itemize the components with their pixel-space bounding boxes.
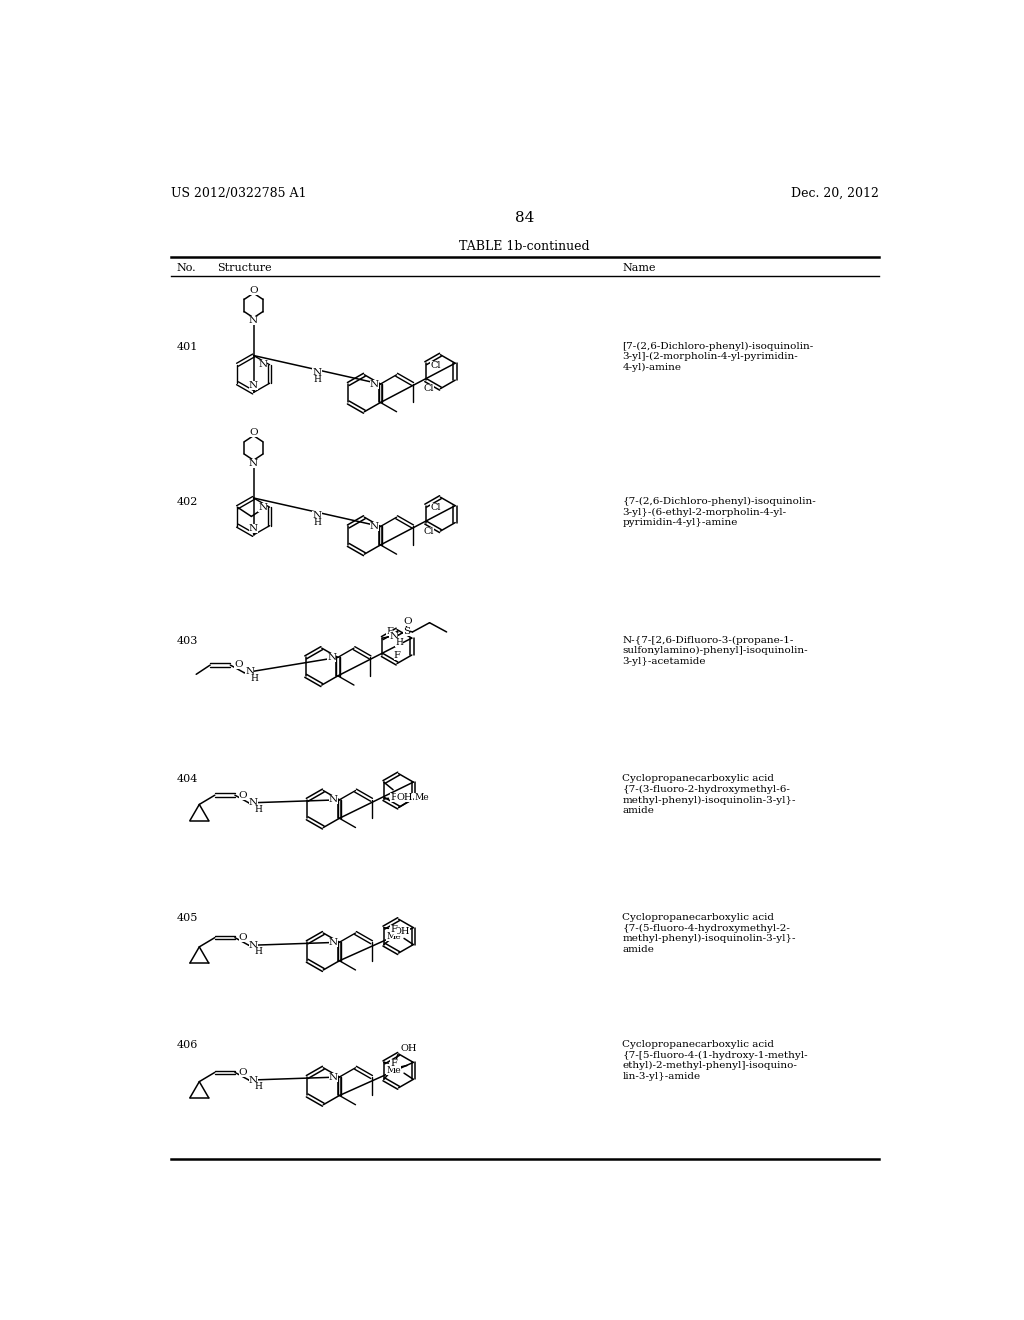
- Text: Cyclopropanecarboxylic acid
{7-(5-fluoro-4-hydroxymethyl-2-
methyl-phenyl)-isoqu: Cyclopropanecarboxylic acid {7-(5-fluoro…: [623, 913, 796, 953]
- Text: H: H: [254, 805, 262, 813]
- Text: O: O: [249, 285, 258, 294]
- Text: Cl: Cl: [430, 362, 440, 370]
- Text: H: H: [313, 517, 321, 527]
- Text: N: N: [249, 459, 258, 467]
- Text: N: N: [249, 799, 258, 808]
- Text: OH: OH: [396, 793, 413, 801]
- Text: Cl: Cl: [430, 503, 440, 512]
- Text: N: N: [249, 381, 258, 391]
- Text: Me: Me: [386, 1067, 401, 1076]
- Text: N: N: [329, 796, 338, 804]
- Text: N: N: [249, 1076, 258, 1085]
- Text: Name: Name: [623, 263, 656, 273]
- Text: Cl: Cl: [424, 527, 434, 536]
- Text: F: F: [390, 925, 397, 933]
- Text: Cyclopropanecarboxylic acid
{7-(3-fluoro-2-hydroxymethyl-6-
methyl-phenyl)-isoqu: Cyclopropanecarboxylic acid {7-(3-fluoro…: [623, 775, 796, 814]
- Text: H: H: [254, 1082, 262, 1090]
- Text: N: N: [249, 941, 258, 950]
- Text: Structure: Structure: [217, 263, 271, 273]
- Text: OH: OH: [394, 927, 411, 936]
- Text: N: N: [370, 521, 379, 531]
- Text: Dec. 20, 2012: Dec. 20, 2012: [792, 186, 879, 199]
- Text: [7-(2,6-Dichloro-phenyl)-isoquinolin-
3-yl]-(2-morpholin-4-yl-pyrimidin-
4-yl)-a: [7-(2,6-Dichloro-phenyl)-isoquinolin- 3-…: [623, 342, 814, 372]
- Text: OH: OH: [400, 1044, 418, 1053]
- Text: F: F: [390, 793, 397, 803]
- Text: O: O: [249, 428, 258, 437]
- Text: TABLE 1b-continued: TABLE 1b-continued: [460, 240, 590, 253]
- Text: H: H: [254, 946, 262, 956]
- Text: 401: 401: [177, 342, 199, 351]
- Text: N: N: [258, 360, 267, 370]
- Text: 403: 403: [177, 636, 199, 645]
- Text: H: H: [251, 673, 258, 682]
- Text: O: O: [239, 1068, 248, 1077]
- Text: N: N: [312, 368, 322, 378]
- Text: No.: No.: [177, 263, 197, 273]
- Text: N: N: [249, 317, 258, 325]
- Text: 405: 405: [177, 913, 199, 923]
- Text: 402: 402: [177, 498, 199, 507]
- Text: N: N: [258, 503, 267, 512]
- Text: N: N: [245, 668, 254, 676]
- Text: 84: 84: [515, 211, 535, 226]
- Text: Me: Me: [414, 793, 429, 803]
- Text: N: N: [329, 1073, 338, 1081]
- Text: Cl: Cl: [424, 384, 434, 393]
- Text: O: O: [239, 933, 248, 942]
- Text: Cyclopropanecarboxylic acid
{7-[5-fluoro-4-(1-hydroxy-1-methyl-
ethyl)-2-methyl-: Cyclopropanecarboxylic acid {7-[5-fluoro…: [623, 1040, 808, 1081]
- Text: {7-(2,6-Dichloro-phenyl)-isoquinolin-
3-yl}-(6-ethyl-2-morpholin-4-yl-
pyrimidin: {7-(2,6-Dichloro-phenyl)-isoquinolin- 3-…: [623, 498, 816, 527]
- Text: N: N: [389, 632, 398, 642]
- Text: H: H: [395, 639, 403, 647]
- Text: H: H: [313, 375, 321, 384]
- Text: F: F: [386, 627, 393, 636]
- Text: F: F: [393, 651, 400, 660]
- Text: N: N: [328, 653, 336, 661]
- Text: Me: Me: [386, 932, 401, 941]
- Text: 404: 404: [177, 775, 199, 784]
- Text: O: O: [234, 660, 243, 669]
- Text: O: O: [239, 791, 248, 800]
- Text: N: N: [249, 524, 258, 533]
- Text: N: N: [312, 511, 322, 520]
- Text: F: F: [390, 1060, 397, 1068]
- Text: N: N: [370, 380, 379, 388]
- Text: N-{7-[2,6-Difluoro-3-(propane-1-
sulfonylamino)-phenyl]-isoquinolin-
3-yl}-aceta: N-{7-[2,6-Difluoro-3-(propane-1- sulfony…: [623, 636, 808, 665]
- Text: N: N: [329, 937, 338, 946]
- Text: S: S: [403, 627, 411, 636]
- Text: US 2012/0322785 A1: US 2012/0322785 A1: [171, 186, 306, 199]
- Text: O: O: [403, 616, 412, 626]
- Text: 406: 406: [177, 1040, 199, 1049]
